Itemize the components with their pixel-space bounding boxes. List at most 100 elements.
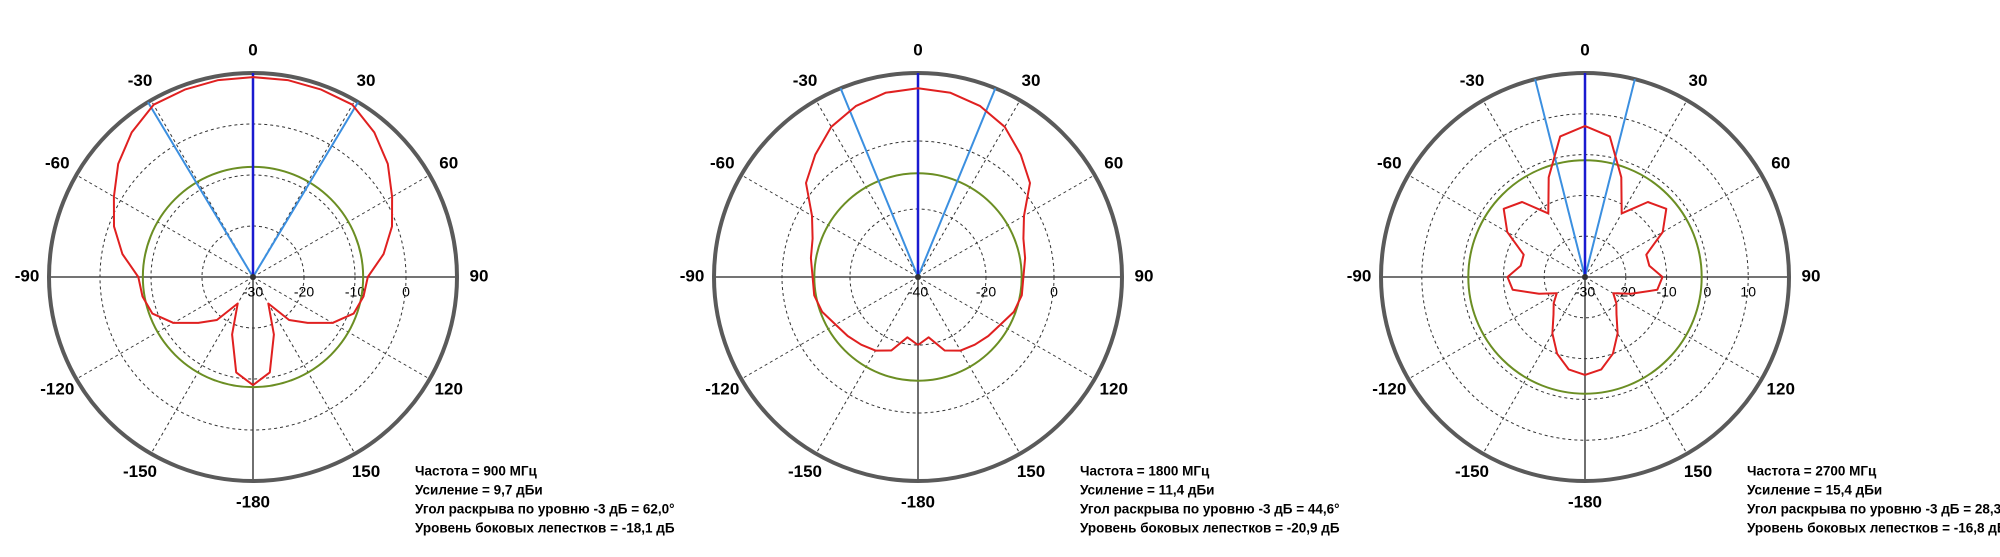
radial-label: 10: [1740, 284, 1756, 300]
angle-label: 150: [1684, 462, 1712, 481]
center-dot: [250, 274, 256, 280]
beam-edge: [839, 87, 919, 278]
grid-circle: [1502, 194, 1668, 360]
angle-label: 60: [1771, 153, 1790, 172]
info-line: Частота = 2700 МГц: [1747, 464, 1877, 479]
center-dot: [915, 274, 921, 280]
spoke: [741, 276, 919, 380]
angle-label: -150: [123, 462, 157, 481]
spoke: [252, 276, 356, 454]
spoke: [917, 276, 1095, 380]
center-dot: [1582, 274, 1588, 280]
grid-circle: [201, 225, 305, 329]
spoke: [252, 100, 356, 278]
angle-label: 120: [435, 379, 463, 398]
angle-label: -180: [1568, 492, 1602, 511]
angle-label: 30: [1022, 71, 1041, 90]
spoke: [1584, 276, 1762, 380]
info-line: Уровень боковых лепестков = -20,9 дБ: [1080, 521, 1340, 536]
angle-label: -150: [788, 462, 822, 481]
angle-label: 120: [1100, 379, 1128, 398]
spoke: [815, 100, 919, 278]
angle-label: -60: [1377, 153, 1402, 172]
angle-label: -150: [1455, 462, 1489, 481]
radial-label: -30: [1575, 284, 1595, 300]
spoke: [150, 276, 254, 454]
polar-chart: 0 30 60 90 120 150 -180 -150 -120 -90 -60 -30 -40 -20…: [680, 40, 1340, 535]
angle-label: -120: [40, 379, 74, 398]
angle-label: -120: [1372, 379, 1406, 398]
beam-edge: [147, 101, 254, 278]
angle-label: -60: [710, 153, 735, 172]
radiation-pattern: [805, 87, 1031, 352]
spoke: [917, 174, 1095, 278]
grid-circle: [150, 174, 356, 380]
spoke: [1482, 100, 1586, 278]
info-line: Угол раскрыва по уровню -3 дБ = 62,0°: [415, 502, 675, 517]
radial-label: -20: [1616, 284, 1636, 300]
info-line: Угол раскрыва по уровню -3 дБ = 44,6°: [1080, 502, 1340, 517]
angle-label: 0: [913, 40, 922, 59]
info-line: Угол раскрыва по уровню -3 дБ = 28,3°: [1747, 502, 2000, 517]
angle-label: 60: [439, 153, 458, 172]
info-line: Частота = 1800 МГц: [1080, 464, 1210, 479]
beam-edge: [917, 87, 997, 278]
angle-label: 150: [1017, 462, 1045, 481]
info-line: Усиление = 15,4 дБи: [1747, 483, 1882, 498]
angle-label: 0: [248, 40, 257, 59]
angle-label: -60: [45, 153, 70, 172]
radial-label: -40: [908, 284, 928, 300]
angle-label: -30: [128, 71, 153, 90]
spoke: [1584, 174, 1762, 278]
angle-label: 150: [352, 462, 380, 481]
spoke: [252, 174, 430, 278]
angle-label: -90: [15, 266, 40, 285]
radial-label: -20: [294, 284, 314, 300]
radial-label: 0: [402, 284, 410, 300]
spoke: [741, 174, 919, 278]
spoke: [1408, 276, 1586, 380]
angle-label: 90: [1135, 266, 1154, 285]
angle-label: -180: [901, 492, 935, 511]
angle-label: -90: [1347, 266, 1372, 285]
grid-circle: [1543, 235, 1627, 319]
spoke: [917, 276, 1021, 454]
radial-label: -30: [243, 284, 263, 300]
spoke: [252, 276, 430, 380]
polar-chart: 0 30 60 90 120 150 -180 -150 -120 -90 -60 -30 -30 -20…: [15, 40, 675, 535]
spoke: [1408, 174, 1586, 278]
radiation-pattern: [112, 76, 394, 386]
radial-label: -20: [976, 284, 996, 300]
angle-label: -30: [793, 71, 818, 90]
angle-label: 120: [1767, 379, 1795, 398]
angle-label: 90: [1802, 266, 1821, 285]
spoke: [1482, 276, 1586, 454]
angle-label: 60: [1104, 153, 1123, 172]
info-line: Уровень боковых лепестков = -16,8 дБ: [1747, 521, 2000, 536]
radial-label: -10: [1656, 284, 1676, 300]
spoke: [1584, 100, 1688, 278]
beam-edge: [1534, 78, 1586, 278]
angle-label: -180: [236, 492, 270, 511]
info-line: Усиление = 9,7 дБи: [415, 483, 543, 498]
beam-edge: [1584, 78, 1636, 278]
beam-edge: [252, 101, 359, 278]
info-line: Усиление = 11,4 дБи: [1080, 483, 1214, 498]
angle-label: 0: [1580, 40, 1589, 59]
radiation-pattern: [1502, 125, 1668, 376]
angle-label: 30: [357, 71, 376, 90]
angle-label: -90: [680, 266, 705, 285]
angle-label: -30: [1460, 71, 1485, 90]
grid-circle: [781, 140, 1055, 414]
spoke: [917, 100, 1021, 278]
spoke: [815, 276, 919, 454]
radial-label: 0: [1704, 284, 1712, 300]
info-line: Частота = 900 МГц: [415, 464, 538, 479]
info-line: Уровень боковых лепестков = -18,1 дБ: [415, 521, 675, 536]
polar-chart: 0 30 60 90 120 150 -180 -150 -120 -90 -60 -30 -30 -20…: [1347, 40, 2000, 535]
angle-label: -120: [705, 379, 739, 398]
radial-label: 0: [1050, 284, 1058, 300]
radial-label: -10: [345, 284, 365, 300]
